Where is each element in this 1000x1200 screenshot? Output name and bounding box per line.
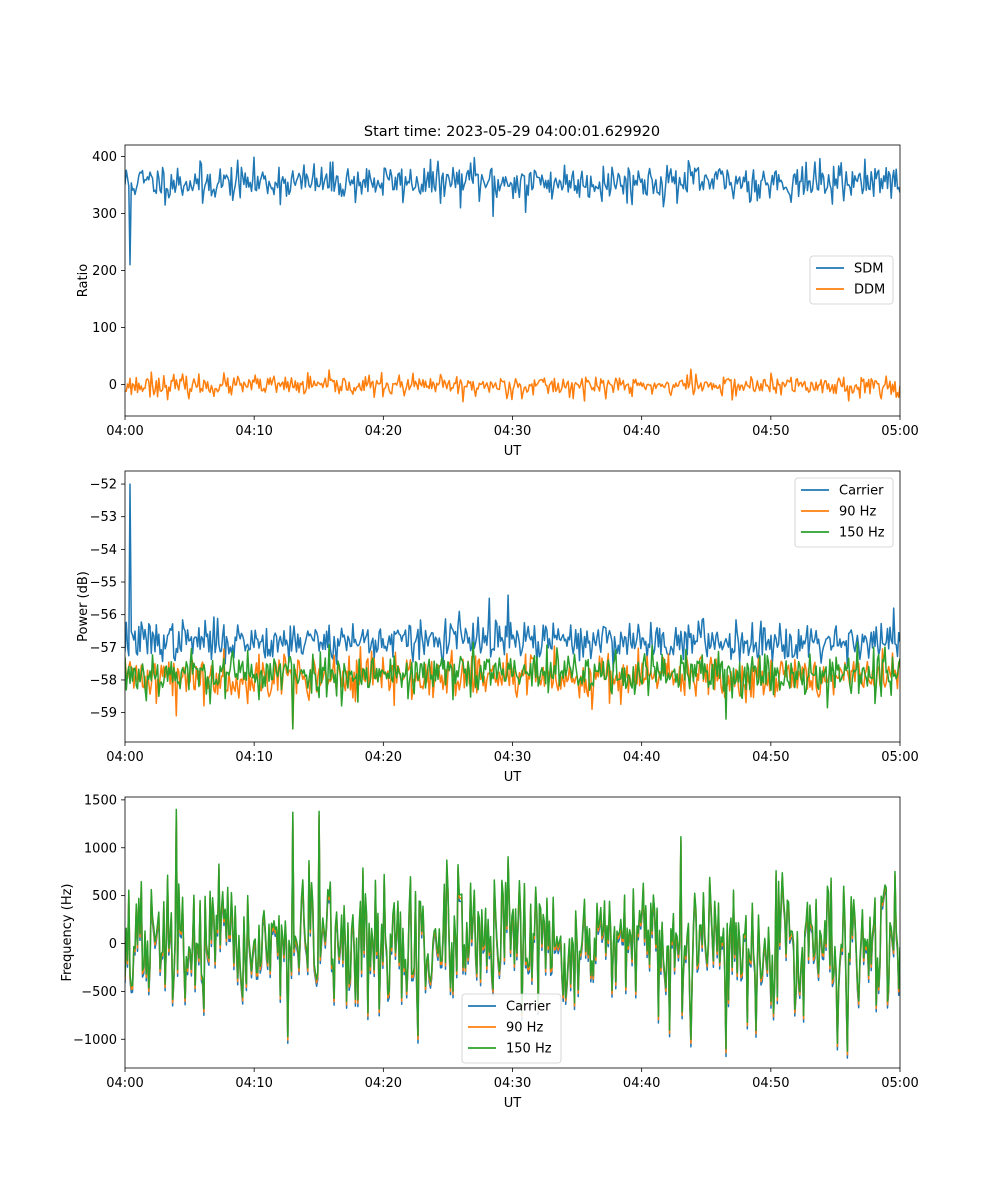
legend-label: Carrier xyxy=(839,484,884,499)
x-tick-label: 04:40 xyxy=(623,750,660,765)
legend-label: DDM xyxy=(854,283,885,298)
y-tick-label: −58 xyxy=(90,673,117,688)
panel-ratio: 04:00 04:10 04:20 04:30 04:40 04:50 05:00 UT 0 10… xyxy=(76,144,919,459)
series-line-carrier xyxy=(125,483,900,672)
x-tick-label: 04:50 xyxy=(752,424,789,439)
legend-label: 90 Hz xyxy=(506,1021,543,1036)
legend: Carrier 90 Hz 150 Hz xyxy=(461,993,562,1064)
y-tick-label: 1000 xyxy=(84,841,117,856)
series-line-150-hz xyxy=(125,808,900,1053)
x-tick-label: 05:00 xyxy=(881,750,918,765)
legend-label: 150 Hz xyxy=(839,526,885,541)
x-tick-label: 04:50 xyxy=(752,750,789,765)
legend-label: 150 Hz xyxy=(506,1042,552,1057)
panel-power: 04:00 04:10 04:20 04:30 04:40 04:50 05:00 UT −59… xyxy=(76,470,919,785)
y-tick-label: −1000 xyxy=(73,1033,117,1048)
series-line-sdm xyxy=(125,156,900,266)
y-tick-label: −55 xyxy=(90,576,117,591)
x-tick-label: 04:30 xyxy=(494,424,531,439)
x-tick-label: 04:30 xyxy=(494,750,531,765)
y-tick-label: 0 xyxy=(109,937,117,952)
y-tick-label: 1500 xyxy=(84,793,117,808)
y-tick-label: −57 xyxy=(90,641,117,656)
y-tick-label: −59 xyxy=(90,706,117,721)
y-axis-label: Ratio xyxy=(76,264,91,297)
y-tick-label: 0 xyxy=(109,378,117,393)
legend-label: SDM xyxy=(854,262,883,277)
x-tick-label: 05:00 xyxy=(881,1076,918,1091)
y-tick-label: 400 xyxy=(92,150,117,165)
x-tick-label: 04:50 xyxy=(752,1076,789,1091)
legend: Carrier 90 Hz 150 Hz xyxy=(794,477,894,548)
legend: SDM DDM xyxy=(809,255,894,305)
y-axis-label: Power (dB) xyxy=(76,571,91,642)
y-tick-label: −53 xyxy=(90,510,117,525)
x-tick-label: 04:10 xyxy=(235,424,272,439)
x-axis-label: UT xyxy=(504,444,522,459)
y-tick-label: −54 xyxy=(90,543,117,558)
y-tick-label: 100 xyxy=(92,321,117,336)
x-tick-label: 04:40 xyxy=(623,424,660,439)
x-tick-label: 05:00 xyxy=(881,424,918,439)
legend-box xyxy=(794,477,894,548)
x-tick-label: 04:10 xyxy=(235,750,272,765)
x-tick-label: 04:00 xyxy=(106,750,143,765)
x-axis-label: UT xyxy=(504,770,522,785)
legend-label: Carrier xyxy=(506,1000,551,1015)
x-tick-label: 04:20 xyxy=(365,424,402,439)
panel-frequency: 04:00 04:10 04:20 04:30 04:40 04:50 05:00 UT −10… xyxy=(60,793,919,1111)
y-tick-label: 500 xyxy=(92,889,117,904)
x-tick-label: 04:00 xyxy=(106,1076,143,1091)
y-tick-label: −56 xyxy=(90,608,117,623)
y-axis-label: Frequency (Hz) xyxy=(60,883,75,981)
y-tick-label: −500 xyxy=(81,985,117,1000)
x-tick-label: 04:40 xyxy=(623,1076,660,1091)
series-line-ddm xyxy=(125,368,900,403)
y-tick-label: 200 xyxy=(92,264,117,279)
x-tick-label: 04:20 xyxy=(365,1076,402,1091)
x-tick-label: 04:10 xyxy=(235,1076,272,1091)
x-tick-label: 04:20 xyxy=(365,750,402,765)
y-tick-label: 300 xyxy=(92,207,117,222)
legend-box xyxy=(461,993,562,1064)
x-tick-label: 04:00 xyxy=(106,424,143,439)
y-tick-label: −52 xyxy=(90,478,117,493)
series-line-150-hz xyxy=(125,641,900,730)
x-tick-label: 04:30 xyxy=(494,1076,531,1091)
x-axis-label: UT xyxy=(504,1096,522,1111)
figure-title: Start time: 2023-05-29 04:00:01.629920 xyxy=(364,124,660,140)
legend-label: 90 Hz xyxy=(839,505,876,520)
